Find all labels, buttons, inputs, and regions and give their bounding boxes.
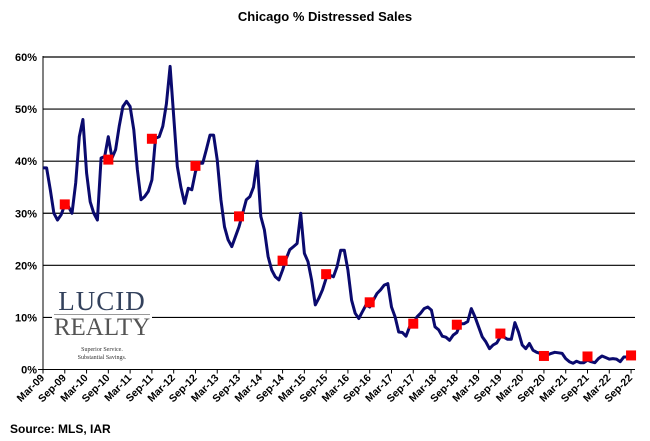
- lucid-realty-logo: LUCID REALTY Superior Service. Substanti…: [52, 284, 152, 366]
- data-marker: [538, 350, 549, 361]
- y-tick-label: 50%: [15, 104, 37, 116]
- data-marker: [234, 211, 245, 222]
- data-marker: [582, 351, 593, 362]
- logo-line2: REALTY: [53, 314, 151, 341]
- y-tick-label: 60%: [15, 52, 37, 64]
- y-tick-label: 40%: [15, 156, 37, 168]
- y-tick-label: 30%: [15, 208, 37, 220]
- data-marker: [103, 154, 114, 165]
- logo-tagline1: Superior Service.: [81, 347, 123, 353]
- y-tick-label: 10%: [15, 312, 37, 324]
- source-note: Source: MLS, IAR: [10, 422, 111, 436]
- chart-title: Chicago % Distressed Sales: [237, 9, 413, 24]
- logo-line1: LUCID: [58, 286, 146, 316]
- data-marker: [451, 319, 462, 330]
- y-tick-label: 0%: [21, 365, 37, 377]
- y-tick-label: 20%: [15, 260, 37, 272]
- data-marker: [408, 318, 419, 329]
- data-marker: [190, 160, 201, 171]
- data-marker: [495, 328, 506, 339]
- data-marker: [364, 297, 375, 308]
- data-marker: [59, 199, 70, 210]
- data-marker: [277, 255, 288, 266]
- data-marker: [626, 350, 637, 361]
- data-marker: [146, 133, 157, 144]
- logo-tagline2: Substantial Savings.: [77, 355, 127, 361]
- series-line: [43, 64, 632, 365]
- data-marker: [321, 269, 332, 280]
